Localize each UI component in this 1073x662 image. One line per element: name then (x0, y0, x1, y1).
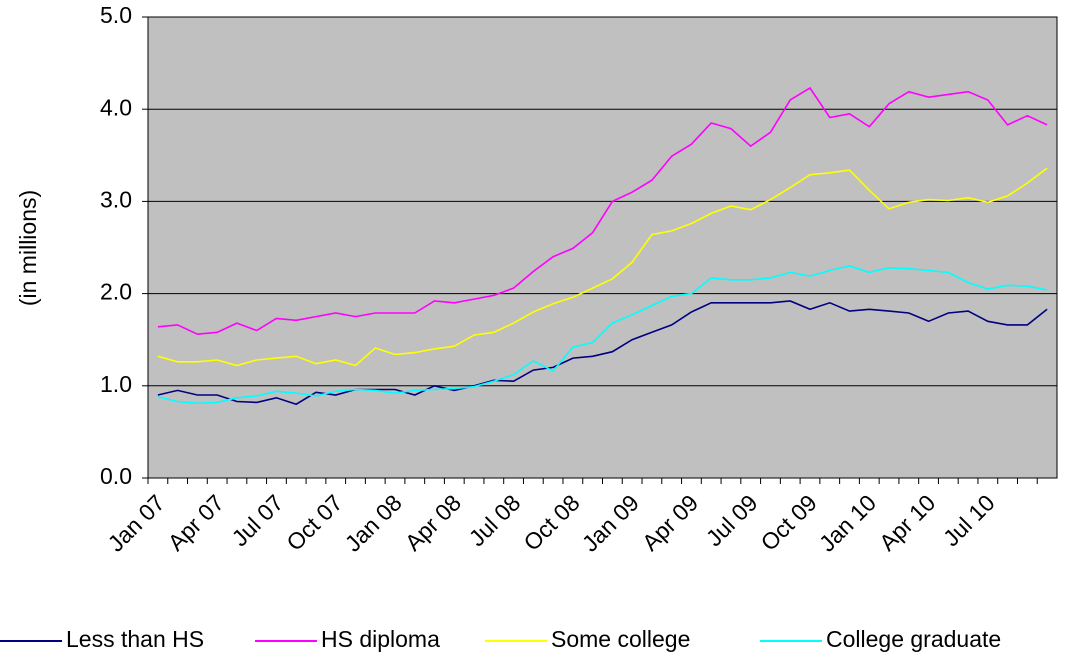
x-tick-label: Oct 08 (518, 489, 584, 555)
legend-label: Some college (551, 626, 690, 652)
x-tick-label: Jul 08 (464, 489, 526, 551)
x-tick-label: Jan 07 (102, 489, 169, 556)
x-tick-label: Apr 08 (400, 489, 466, 555)
x-tick-label: Apr 07 (163, 489, 229, 555)
x-tick-label: Jan 08 (340, 489, 407, 556)
plot-area (148, 17, 1057, 478)
y-tick-label: 2.0 (100, 279, 132, 305)
legend-label: Less than HS (66, 626, 204, 652)
x-tick-label: Jan 09 (577, 489, 644, 556)
x-tick-label: Jul 10 (938, 489, 1000, 551)
y-axis-label: (in millions) (15, 190, 41, 306)
x-tick-label: Oct 07 (281, 489, 347, 555)
y-tick-label: 1.0 (100, 371, 132, 397)
y-tick-label: 0.0 (100, 463, 132, 489)
x-tick-label: Oct 09 (756, 489, 822, 555)
series-line (157, 300, 1048, 406)
series-line (157, 265, 1048, 405)
series-line (157, 86, 1048, 336)
y-tick-label: 4.0 (100, 94, 132, 120)
x-tick-label: Apr 10 (874, 489, 940, 555)
y-tick-label: 3.0 (100, 186, 132, 212)
x-tick-label: Apr 09 (637, 489, 703, 555)
x-tick-label: Jul 07 (226, 489, 288, 551)
y-tick-label: 5.0 (100, 2, 132, 28)
x-tick-label: Jul 09 (701, 489, 763, 551)
series-line (157, 167, 1048, 367)
legend-label: College graduate (826, 626, 1001, 652)
x-tick-label: Jan 10 (814, 489, 881, 556)
legend-label: HS diploma (321, 626, 440, 652)
